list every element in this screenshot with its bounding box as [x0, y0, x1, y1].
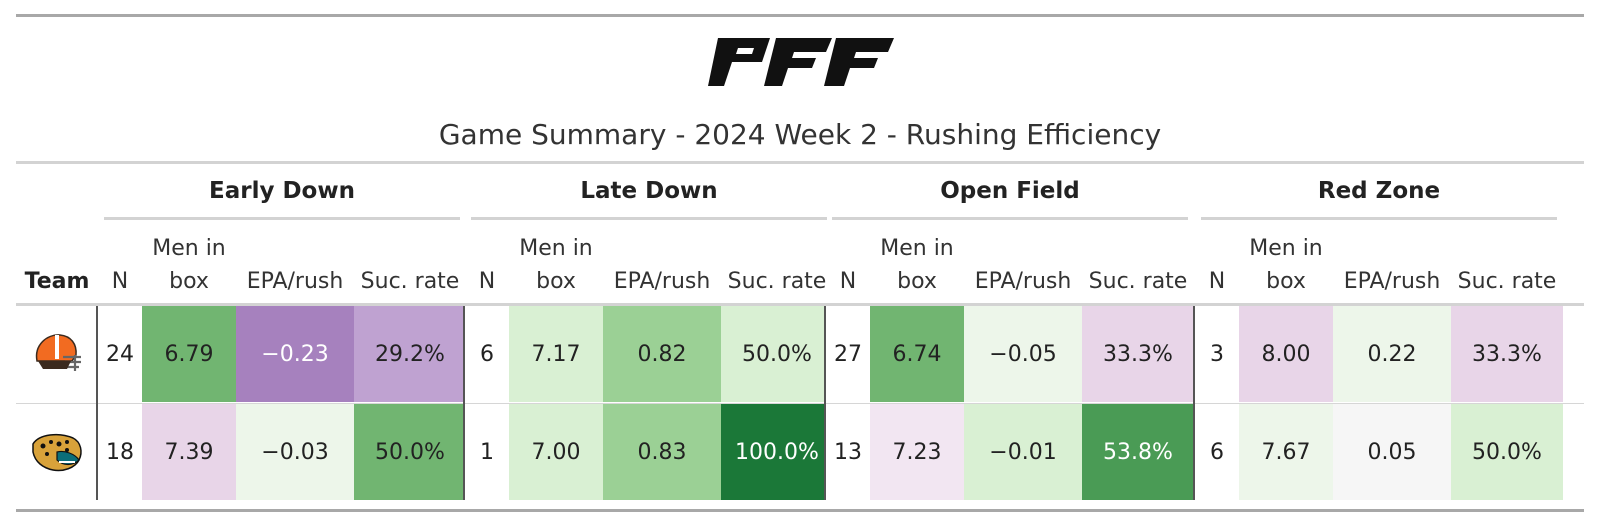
cell-1-red-zone-epa-rush: 0.22 [1333, 306, 1451, 402]
cell-1-early-down-n: 24 [98, 306, 142, 402]
table-title: Game Summary - 2024 Week 2 - Rushing Eff… [438, 118, 1162, 151]
col-header-team: Team [24, 269, 90, 294]
col-header-open-field-men-in-box: Men in box [880, 236, 954, 294]
jaguars-head-icon [16, 404, 98, 500]
cell-1-late-down-n: 6 [465, 306, 509, 402]
col-header-open-field-epa-rush: EPA/rush [974, 269, 1072, 294]
cell-1-red-zone-n: 3 [1195, 306, 1239, 402]
header-bottom-rule [16, 303, 1584, 306]
cell-1-late-down-epa-rush: 0.82 [603, 306, 721, 402]
cell-2-red-zone-suc-rate: 50.0% [1451, 404, 1563, 500]
cell-2-open-field-men-in-box: 7.23 [870, 404, 964, 500]
cell-1-open-field-suc-rate: 33.3% [1082, 306, 1194, 402]
cell-1-open-field-epa-rush: −0.05 [964, 306, 1082, 402]
group-rule-red-zone [1201, 217, 1557, 220]
cell-2-late-down-epa-rush: 0.83 [603, 404, 721, 500]
col-header-late-down-n: N [478, 269, 496, 294]
col-header-red-zone-men-in-box: Men in box [1249, 236, 1323, 294]
group-divider-4 [1193, 306, 1195, 500]
browns-helmet-icon [16, 306, 98, 402]
cell-2-late-down-n: 1 [465, 404, 509, 500]
group-header-red-zone: Red Zone [1317, 178, 1441, 204]
col-header-late-down-suc-rate: Suc. rate [727, 269, 827, 294]
top-rule [16, 14, 1584, 17]
cell-1-open-field-men-in-box: 6.74 [870, 306, 964, 402]
row-separator [16, 403, 1584, 404]
group-rule-late-down [471, 217, 827, 220]
cell-1-red-zone-suc-rate: 33.3% [1451, 306, 1563, 402]
cell-2-red-zone-men-in-box: 7.67 [1239, 404, 1333, 500]
cell-1-red-zone-men-in-box: 8.00 [1239, 306, 1333, 402]
cell-2-red-zone-epa-rush: 0.05 [1333, 404, 1451, 500]
group-header-early-down: Early Down [209, 178, 355, 204]
cell-1-early-down-epa-rush: −0.23 [236, 306, 354, 402]
group-divider-2 [463, 306, 465, 500]
cell-2-open-field-epa-rush: −0.01 [964, 404, 1082, 500]
col-header-open-field-suc-rate: Suc. rate [1088, 269, 1188, 294]
cell-2-early-down-men-in-box: 7.39 [142, 404, 236, 500]
col-header-late-down-epa-rush: EPA/rush [613, 269, 711, 294]
col-header-red-zone-epa-rush: EPA/rush [1343, 269, 1441, 294]
col-header-red-zone-n: N [1208, 269, 1226, 294]
cell-2-early-down-n: 18 [98, 404, 142, 500]
cell-1-open-field-n: 27 [826, 306, 870, 402]
col-header-early-down-epa-rush: EPA/rush [246, 269, 344, 294]
col-header-late-down-men-in-box: Men in box [519, 236, 593, 294]
cell-2-late-down-suc-rate: 100.0% [721, 404, 833, 500]
cell-2-late-down-men-in-box: 7.00 [509, 404, 603, 500]
group-header-open-field: Open Field [940, 178, 1080, 204]
cell-2-open-field-suc-rate: 53.8% [1082, 404, 1194, 500]
group-header-late-down: Late Down [580, 178, 718, 204]
group-divider-1 [96, 306, 98, 500]
group-rule-open-field [832, 217, 1188, 220]
col-header-early-down-n: N [111, 269, 129, 294]
col-header-early-down-men-in-box: Men in box [152, 236, 226, 294]
bottom-rule [16, 509, 1584, 512]
group-divider-3 [824, 306, 826, 500]
group-rule-early-down [104, 217, 460, 220]
cell-1-late-down-suc-rate: 50.0% [721, 306, 833, 402]
pff-logo-icon [708, 38, 894, 86]
col-header-open-field-n: N [839, 269, 857, 294]
col-header-early-down-suc-rate: Suc. rate [360, 269, 460, 294]
cell-2-early-down-epa-rush: −0.03 [236, 404, 354, 500]
cell-1-late-down-men-in-box: 7.17 [509, 306, 603, 402]
header-top-rule [16, 161, 1584, 164]
cell-1-early-down-suc-rate: 29.2% [354, 306, 466, 402]
cell-2-early-down-suc-rate: 50.0% [354, 404, 466, 500]
cell-1-early-down-men-in-box: 6.79 [142, 306, 236, 402]
col-header-red-zone-suc-rate: Suc. rate [1457, 269, 1557, 294]
cell-2-open-field-n: 13 [826, 404, 870, 500]
cell-2-red-zone-n: 6 [1195, 404, 1239, 500]
